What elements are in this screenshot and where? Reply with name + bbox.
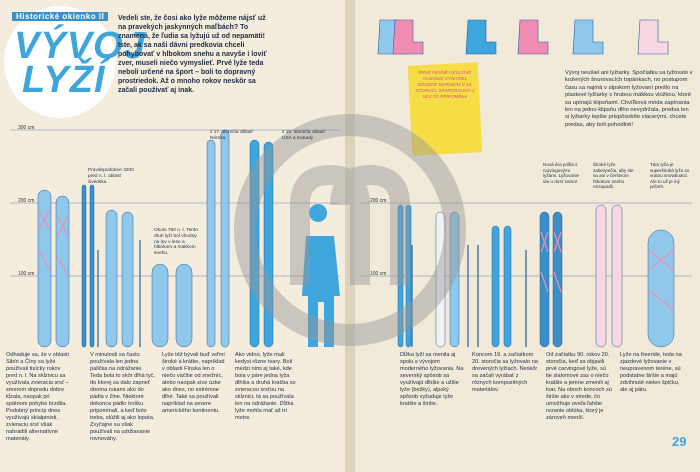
watermark	[290, 164, 410, 285]
note-card	[407, 62, 483, 156]
right-intro: Vývoj neušiel ani lyžiarky. Spočiatku sa…	[565, 70, 693, 128]
ski	[595, 204, 607, 348]
boot	[572, 19, 604, 55]
scale-label: 200 cm	[18, 198, 35, 204]
annotation: Pravdepodobne 3200 pred n. l. oblasť Švé…	[88, 168, 134, 185]
ski	[552, 211, 563, 348]
gutter	[345, 0, 355, 472]
column: Ako vidno, lyže mali kedysi rôzne tvary.…	[235, 352, 296, 421]
title: LYŽÍ	[22, 59, 106, 101]
small-note: Táto lyža je superširoká lyža so vratou …	[650, 162, 690, 190]
ski	[121, 211, 134, 348]
title-badge	[4, 6, 116, 118]
ski	[263, 141, 274, 348]
ski-pattern	[648, 249, 674, 311]
ski	[105, 209, 118, 348]
ski-pattern	[540, 231, 549, 293]
ski-pattern	[553, 231, 562, 293]
ski	[249, 139, 260, 348]
boot	[392, 19, 424, 55]
person	[302, 204, 340, 347]
ski	[220, 129, 230, 348]
scale-label: 300 cm	[18, 125, 35, 131]
boot	[637, 19, 669, 55]
page-number: 29	[672, 434, 687, 449]
small-note: Nová éra prišla s carvingovými lyžami. L…	[543, 162, 580, 184]
ski	[491, 225, 500, 348]
ski	[151, 263, 169, 348]
ski	[539, 211, 550, 348]
ski	[405, 204, 412, 348]
ski	[611, 204, 623, 348]
title: VÝVOJ	[14, 25, 146, 67]
ski	[175, 263, 193, 348]
ski	[435, 211, 446, 348]
ski-pattern	[56, 215, 69, 277]
column: Lyže též bývali buď veľmi široké a krátk…	[162, 352, 225, 414]
watermark	[234, 114, 466, 346]
scale-label: 200 cm	[370, 198, 387, 204]
ski-pattern	[38, 209, 51, 271]
column: Odhaduje sa, že v oblasti Sibíri a Číny …	[6, 352, 69, 442]
column: Dĺžka lyží sa menila aj spolu s vývojom …	[400, 352, 464, 407]
ski	[89, 184, 95, 348]
ski	[647, 229, 675, 348]
ski	[449, 211, 460, 348]
annotation: z 17. storočia oblasť Nórska	[210, 130, 254, 141]
scale-label: 100 cm	[370, 271, 387, 277]
ski	[397, 204, 404, 348]
ski	[55, 195, 70, 348]
ski	[206, 139, 216, 348]
column: Lyže na freeride, teda na zjazdové lyžov…	[620, 352, 682, 393]
small-note: Široké lyže zabezpečia, aby ste sa ani v…	[593, 162, 634, 190]
ski	[81, 184, 87, 348]
kicker: Historické okienko II	[12, 12, 109, 21]
column: Koncom 19. a začiatkom 20. storočia sa l…	[472, 352, 538, 393]
boot	[465, 19, 497, 55]
ski	[503, 225, 512, 348]
intro: Vedeli ste, že čosi ako lyže môžeme nájs…	[118, 15, 267, 94]
ski	[37, 189, 52, 348]
annotation: z 19. storočia oblasť USA a Kanady	[282, 130, 326, 141]
column: Od začiatku 90. rokov 20. storočia, keď …	[546, 352, 612, 421]
annotation: Okolo 750 n. l. Tento druh lyží bol vhod…	[154, 228, 198, 257]
boot	[517, 19, 549, 55]
column: V minulosti sa často používala len jedna…	[90, 352, 155, 442]
note: PRVÉ PEVNÉ OCELOVÉ VIAZANIE VYNAŠIEL SON…	[415, 70, 475, 99]
scale-label: 100 cm	[18, 271, 35, 277]
